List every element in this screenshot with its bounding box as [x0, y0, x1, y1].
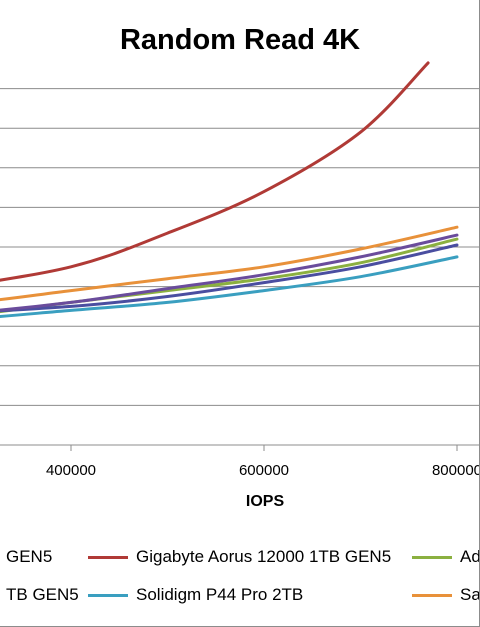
x-axis	[70, 445, 458, 451]
legend-label: TB GEN5	[6, 585, 79, 604]
legend-label: Solidigm P44 Pro 2TB	[136, 585, 304, 604]
legend-item: GEN5	[0, 547, 52, 567]
series-line-1	[0, 61, 430, 282]
x-tick-label: 800000	[432, 462, 480, 479]
x-tick-label: 600000	[239, 462, 289, 479]
series-lines	[0, 61, 459, 318]
legend-swatch	[88, 593, 128, 597]
legend-label: GEN5	[6, 547, 53, 566]
legend-item: Solidigm P44 Pro 2TB	[88, 585, 303, 605]
x-tick-labels: 400000 600000 800000	[46, 462, 480, 479]
x-axis-label: IOPS	[245, 493, 285, 510]
legend-label: Ada	[460, 547, 480, 566]
series-line-4	[0, 255, 459, 318]
chart-title: Random Read 4K	[119, 24, 361, 56]
series-line-0	[0, 243, 459, 313]
legend-item: Gigabyte Aorus 12000 1TB GEN5	[88, 547, 391, 567]
legend-item: TB GEN5	[0, 585, 79, 605]
gridlines	[0, 88, 480, 446]
legend-label: Sar	[460, 585, 480, 604]
legend-swatch	[412, 593, 452, 597]
series-line-3	[0, 233, 459, 312]
x-tick-label: 400000	[46, 462, 96, 479]
legend-swatch	[412, 555, 452, 559]
series-line-5	[0, 225, 459, 302]
legend-label: Gigabyte Aorus 12000 1TB GEN5	[136, 547, 392, 566]
legend-item: Ada	[412, 547, 480, 567]
legend-swatch	[88, 555, 128, 559]
series-line-2	[0, 237, 459, 314]
legend-item: Sar	[412, 585, 480, 605]
